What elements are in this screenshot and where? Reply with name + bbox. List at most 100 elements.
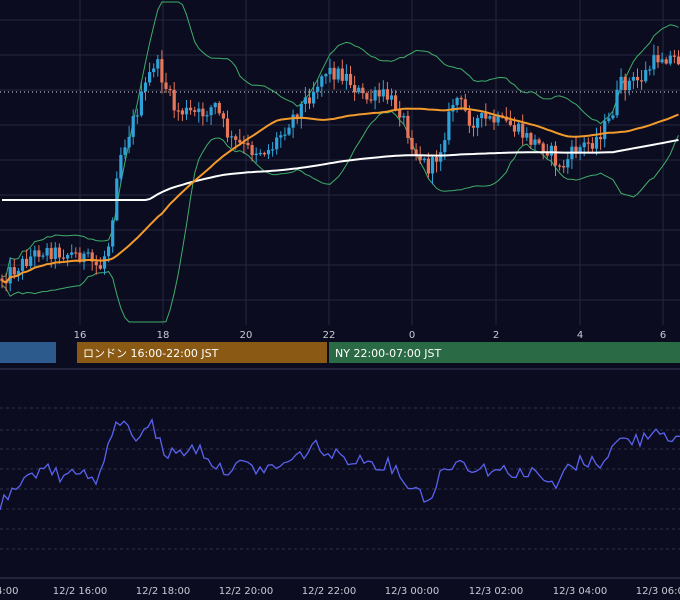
candle-body: [582, 142, 586, 148]
candle-body: [668, 55, 672, 64]
candle-body: [307, 97, 312, 104]
candle-body: [127, 136, 131, 148]
candle-body: [402, 115, 406, 118]
candle-body: [324, 74, 328, 77]
candle-body: [656, 55, 660, 63]
candle-body: [78, 252, 82, 263]
candle-body: [254, 153, 258, 156]
candle-body: [123, 147, 127, 155]
candle-body: [176, 110, 180, 112]
candle-body: [644, 69, 648, 82]
candle-body: [303, 97, 307, 104]
session-label: ロンドン 16:00-22:00 JST: [83, 347, 219, 360]
candle-body: [131, 116, 135, 137]
candle-body: [316, 86, 320, 92]
candle-body: [508, 120, 512, 126]
candle-body: [98, 265, 102, 269]
candle-body: [414, 149, 418, 155]
candle-body: [111, 220, 115, 247]
candle-body: [82, 253, 86, 263]
candle-body: [558, 165, 562, 167]
candle-body: [447, 111, 451, 141]
candle-body: [320, 76, 324, 87]
candle-body: [517, 123, 521, 132]
osc-x-tick-label: 12/3 00:00: [385, 586, 439, 597]
candle-body: [119, 154, 123, 179]
candle-body: [394, 95, 398, 111]
candle-body: [70, 252, 74, 255]
candle-body: [156, 59, 160, 69]
candle-body: [545, 152, 549, 156]
candle-body: [648, 69, 652, 71]
candle-body: [455, 97, 459, 106]
candle-body: [90, 252, 94, 262]
candle-body: [381, 89, 385, 97]
candle-body: [361, 87, 365, 94]
candle-body: [365, 93, 369, 100]
candle-body: [107, 246, 111, 257]
candle-body: [242, 142, 246, 144]
candle-body: [234, 136, 238, 140]
candle-body: [672, 55, 676, 57]
candle-body: [377, 90, 381, 97]
candle-body: [599, 136, 603, 140]
candle-body: [525, 133, 529, 138]
candle-body: [291, 114, 295, 128]
candle-body: [652, 55, 656, 70]
candle-body: [209, 107, 213, 116]
candle-body: [619, 76, 623, 90]
session-label: NY 22:00-07:00 JST: [335, 347, 442, 360]
candle-body: [451, 105, 455, 112]
candle-body: [295, 114, 299, 119]
candle-body: [29, 256, 33, 266]
candle-body: [418, 154, 422, 161]
candle-body: [45, 247, 49, 256]
candle-body: [287, 127, 291, 135]
candle-body: [12, 267, 16, 275]
candle-body: [533, 139, 537, 145]
osc-x-tick-label: 12/3 04:00: [553, 586, 607, 597]
candle-body: [484, 112, 488, 119]
main-x-tick-label: 18: [157, 330, 170, 341]
candle-body: [623, 76, 627, 91]
candle-body: [299, 103, 303, 119]
candle-body: [344, 73, 348, 81]
candle-body: [537, 139, 541, 144]
candle-body: [562, 166, 566, 168]
candle-body: [213, 102, 217, 108]
candle-body: [549, 145, 553, 156]
candle-body: [640, 80, 644, 82]
candle-body: [238, 139, 242, 143]
candle-body: [590, 143, 594, 149]
oscillator-panel: 4:00 12/2 16:00 12/2 18:00 12/2 20:00 12/2 2…: [0, 368, 680, 597]
candle-body: [512, 125, 517, 132]
candle-body: [33, 250, 37, 257]
candle-body: [521, 123, 525, 138]
candle-body: [426, 158, 430, 174]
candle-body: [160, 59, 164, 83]
candle-body: [61, 257, 66, 259]
candle-body: [488, 116, 492, 119]
candle-body: [660, 59, 664, 63]
osc-x-tick-label: 12/2 16:00: [53, 586, 107, 597]
candle-body: [25, 258, 29, 266]
slow-moving-average-line: [2, 139, 679, 201]
candle-body: [603, 121, 607, 140]
candle-body: [578, 147, 582, 154]
candle-body: [94, 261, 98, 266]
candle-body: [430, 157, 435, 174]
candle-body: [37, 250, 41, 257]
candle-body: [184, 107, 189, 115]
candle-body: [463, 99, 467, 111]
candle-body: [246, 142, 250, 146]
session-segment: [329, 342, 680, 363]
candle-body: [635, 76, 640, 81]
candle-body: [410, 137, 414, 150]
candle-body: [467, 110, 471, 126]
candle-body: [164, 82, 168, 89]
candle-body: [385, 89, 389, 100]
candle-body: [664, 59, 668, 64]
candle-body: [143, 82, 148, 92]
